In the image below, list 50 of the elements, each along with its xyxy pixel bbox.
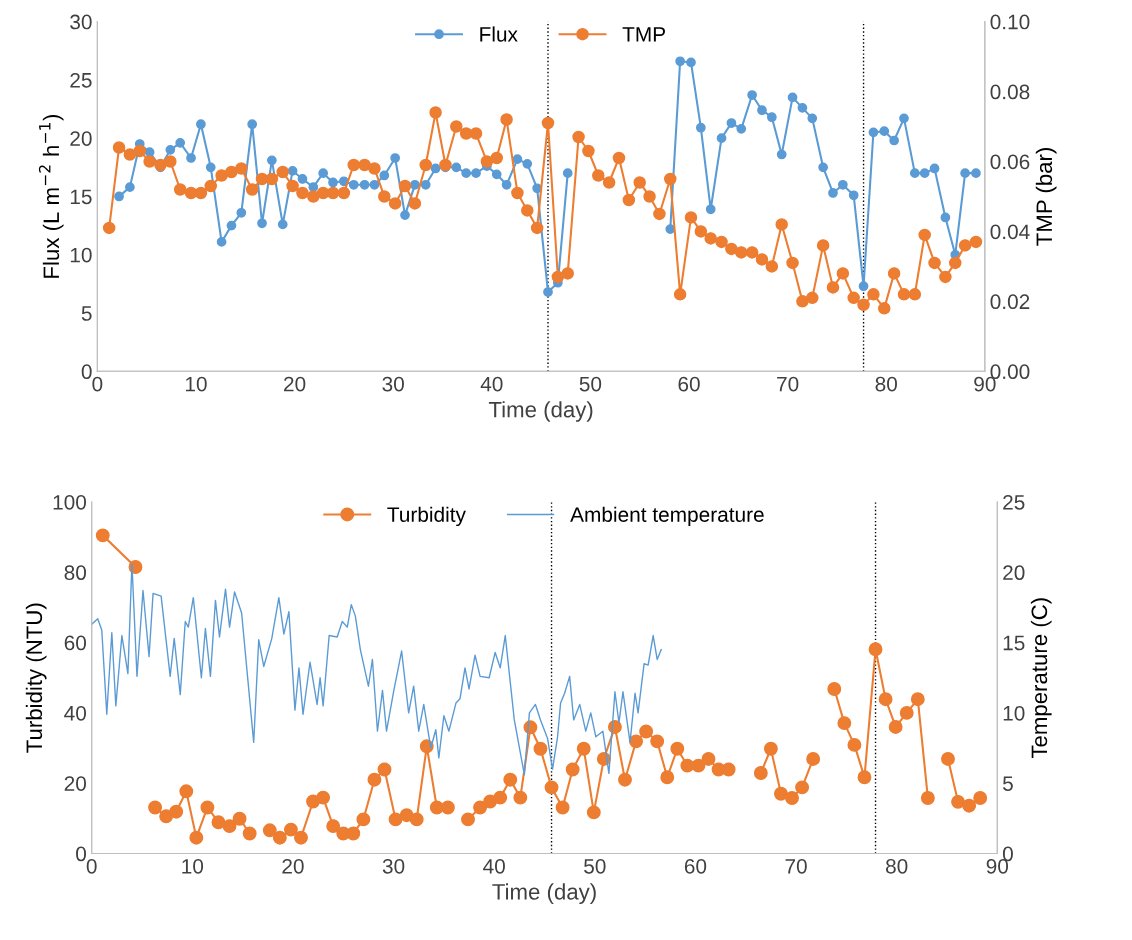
y-tick-label: 60 <box>64 635 87 651</box>
y2-axis-title: TMP (bar) <box>1035 148 1057 246</box>
y-tick-label: 20 <box>70 131 92 146</box>
y-tick-label: 25 <box>70 72 92 88</box>
x-tick-label: 70 <box>785 858 807 874</box>
x-tick-label: 30 <box>382 858 405 874</box>
x-tick-label: 80 <box>875 376 897 392</box>
y-axis-title: Flux (L m$^{−2}$ h$^{−1}$) <box>38 114 64 278</box>
y-tick-label: 10 <box>70 247 92 263</box>
x-tick-label: 60 <box>684 858 707 874</box>
x-tick-label: 80 <box>885 858 908 874</box>
y-tick-label: 80 <box>64 565 87 581</box>
x-tick-label: 40 <box>480 376 503 392</box>
x-tick-label: 10 <box>182 858 204 874</box>
y-tick-label: 30 <box>70 14 92 30</box>
y-tick-label: 15 <box>70 189 92 205</box>
y-tick-label: 0 <box>76 846 87 862</box>
y2-tick-label: 0.04 <box>990 224 1030 240</box>
x-tick-label: 70 <box>777 376 799 392</box>
y-tick-label: 5 <box>81 306 92 321</box>
legend-label: Turbidity <box>387 506 466 527</box>
x-axis-title: Time (day) <box>492 883 596 905</box>
x-tick-label: 50 <box>579 376 602 392</box>
y-tick-label: 100 <box>53 494 87 510</box>
y2-tick-label: 0.06 <box>990 154 1030 170</box>
y-tick-label: 20 <box>64 776 87 791</box>
y-tick-label: 0 <box>81 364 92 380</box>
y2-axis-title: Temperature (C) <box>1030 598 1052 759</box>
x-tick-label: 30 <box>382 376 404 392</box>
x-tick-label: 20 <box>284 376 306 392</box>
x-axis-title: Time (day) <box>488 401 593 422</box>
legend-label: TMP <box>622 27 665 42</box>
y2-tick-label: 0.10 <box>990 14 1030 30</box>
x-tick-label: 10 <box>185 376 207 392</box>
x-tick-label: 20 <box>282 858 304 874</box>
legend-label: Ambient temperature <box>570 506 764 527</box>
x-tick-label: 60 <box>678 376 700 392</box>
y-tick-label: 40 <box>64 705 87 721</box>
y2-tick-label: 0.02 <box>990 294 1030 310</box>
y-axis-title: Turbidity (NTU) <box>25 603 47 753</box>
x-tick-label: 0 <box>92 376 103 392</box>
y2-tick-label: 25 <box>1003 494 1025 510</box>
legend-label: Flux <box>480 26 518 42</box>
y2-tick-label: 10 <box>1003 705 1025 721</box>
y2-tick-label: 0.08 <box>990 84 1030 100</box>
x-tick-label: 40 <box>483 858 505 874</box>
y2-tick-label: 5 <box>1002 776 1013 791</box>
y2-tick-label: 20 <box>1003 565 1025 581</box>
y2-tick-label: 15 <box>1003 635 1025 651</box>
x-tick-label: 50 <box>584 858 606 874</box>
